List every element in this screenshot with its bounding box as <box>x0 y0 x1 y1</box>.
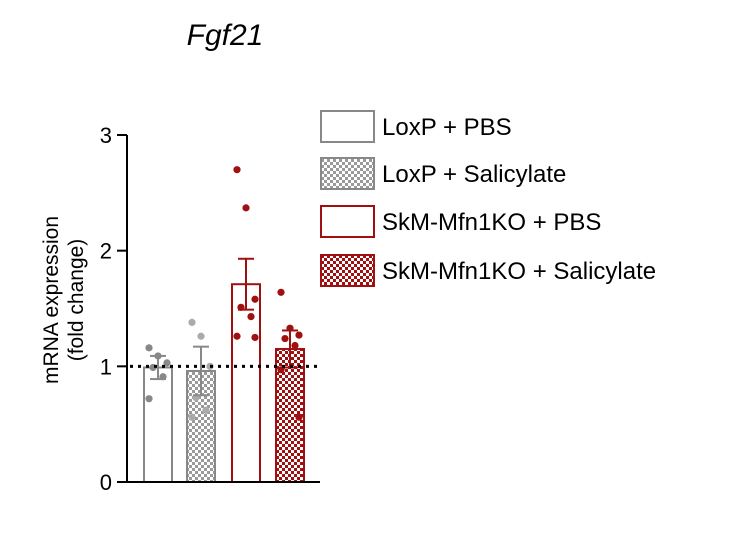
data-point <box>197 332 205 340</box>
data-point <box>291 341 299 350</box>
legend-swatch-3 <box>320 254 375 287</box>
bar-0 <box>143 366 173 483</box>
legend-label-1: LoxP + Salicylate <box>382 161 566 188</box>
data-point <box>202 406 210 414</box>
legend-label-2: SkM-Mfn1KO + PBS <box>382 209 601 236</box>
data-point <box>163 359 171 367</box>
legend-swatch-1 <box>320 157 375 190</box>
data-point <box>251 295 259 303</box>
data-point <box>233 332 241 340</box>
data-point <box>295 413 303 421</box>
legend: LoxP + PBS LoxP + Salicylate SkM-Mfn1KO + … <box>320 110 656 287</box>
data-point <box>233 166 241 174</box>
y-tick-label: 0 <box>100 470 112 495</box>
y-tick-label: 3 <box>100 123 112 148</box>
y-axis-label-line1: mRNA expression <box>40 216 63 384</box>
data-point <box>145 344 153 352</box>
data-point <box>277 288 285 296</box>
legend-label-0: LoxP + PBS <box>382 114 512 141</box>
y-axis: 0 1 2 3 <box>100 123 128 495</box>
points-group <box>145 166 303 421</box>
chart-title: Fgf21 <box>187 19 264 52</box>
data-point <box>145 395 153 403</box>
data-point <box>247 312 255 321</box>
y-axis-label-line2: (fold change) <box>65 239 88 362</box>
data-point <box>242 204 250 212</box>
data-point <box>251 333 259 342</box>
data-point <box>281 334 289 343</box>
data-point <box>188 413 196 421</box>
bars-group <box>143 283 305 483</box>
bar-2 <box>231 283 261 483</box>
legend-swatch-0 <box>320 110 375 143</box>
legend-label-3: SkM-Mfn1KO + Salicylate <box>382 258 656 285</box>
data-point <box>188 318 196 326</box>
data-point <box>295 331 303 339</box>
y-axis-label: mRNA expression (fold change) <box>40 216 88 384</box>
y-tick-label: 1 <box>100 354 112 379</box>
y-tick-label: 2 <box>100 239 112 264</box>
legend-swatch-2 <box>320 205 375 238</box>
